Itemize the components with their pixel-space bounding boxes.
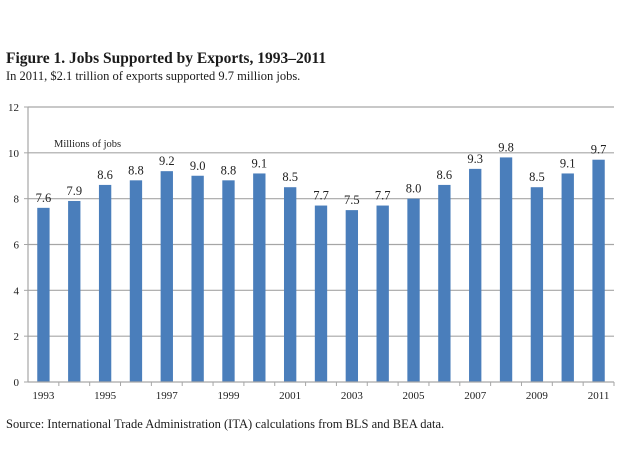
x-tick-label: 2007 <box>464 390 487 402</box>
y-tick-label: 8 <box>14 194 20 206</box>
bar-2003 <box>345 210 359 382</box>
y-tick-label: 10 <box>8 148 20 160</box>
x-tick-label: 2001 <box>279 390 301 402</box>
x-tick-label: 2009 <box>526 390 549 402</box>
chart-title: Figure 1. Jobs Supported by Exports, 199… <box>6 50 327 67</box>
data-label-1999: 8.8 <box>221 163 237 177</box>
y-tick-label: 0 <box>14 377 20 389</box>
bar-2010 <box>561 173 574 382</box>
bar-2001 <box>283 187 297 382</box>
data-label-2006: 8.6 <box>437 168 453 182</box>
y-axis-label: Millions of jobs <box>54 139 121 150</box>
bar-2002 <box>314 205 328 382</box>
data-label-1995: 8.6 <box>97 168 113 182</box>
bar-2006 <box>438 184 451 382</box>
bar-2000 <box>253 173 266 382</box>
data-label-2005: 8.0 <box>406 182 422 196</box>
x-tick-label: 1999 <box>217 390 240 402</box>
bar-1996 <box>129 180 143 382</box>
data-label-1994: 7.9 <box>66 184 82 198</box>
source-note: Source: International Trade Administrati… <box>6 417 445 431</box>
x-tick-label: 1995 <box>94 390 117 402</box>
chart-subtitle: In 2011, $2.1 trillion of exports suppor… <box>6 69 301 83</box>
bar-2008 <box>499 157 513 382</box>
x-tick-label: 1993 <box>32 390 55 402</box>
data-label-2009: 8.5 <box>529 170 545 184</box>
data-label-2008: 9.8 <box>498 140 514 154</box>
bar-1997 <box>160 171 173 382</box>
bar-1995 <box>98 184 112 382</box>
data-label-2004: 7.7 <box>375 189 391 203</box>
data-label-1997: 9.2 <box>159 154 175 168</box>
bar-1999 <box>222 180 235 382</box>
bar-2005 <box>407 198 420 382</box>
data-label-2003: 7.5 <box>344 193 360 207</box>
data-label-1993: 7.6 <box>36 191 52 205</box>
y-tick-label: 12 <box>8 102 19 114</box>
x-tick-label: 2005 <box>403 390 426 402</box>
y-tick-label: 4 <box>14 285 20 297</box>
bar-2011 <box>592 159 605 382</box>
bar-2009 <box>530 187 544 382</box>
bar-2004 <box>376 205 389 382</box>
data-label-2010: 9.1 <box>560 156 576 170</box>
bar-1998 <box>191 175 204 382</box>
x-tick-label: 2003 <box>341 390 364 402</box>
data-label-2001: 8.5 <box>282 170 298 184</box>
data-label-1998: 9.0 <box>190 159 206 173</box>
data-label-2000: 9.1 <box>252 156 268 170</box>
x-tick-label: 1997 <box>156 390 179 402</box>
bar-1994 <box>68 200 81 382</box>
data-label-2007: 9.3 <box>467 152 483 166</box>
bar-2007 <box>469 168 482 382</box>
y-tick-label: 2 <box>14 331 20 343</box>
data-label-2011: 9.7 <box>591 143 607 157</box>
data-label-2002: 7.7 <box>313 189 329 203</box>
x-tick-label: 2011 <box>588 390 610 402</box>
data-label-1996: 8.8 <box>128 163 144 177</box>
y-tick-label: 6 <box>14 240 20 252</box>
bar-1993 <box>37 207 50 382</box>
